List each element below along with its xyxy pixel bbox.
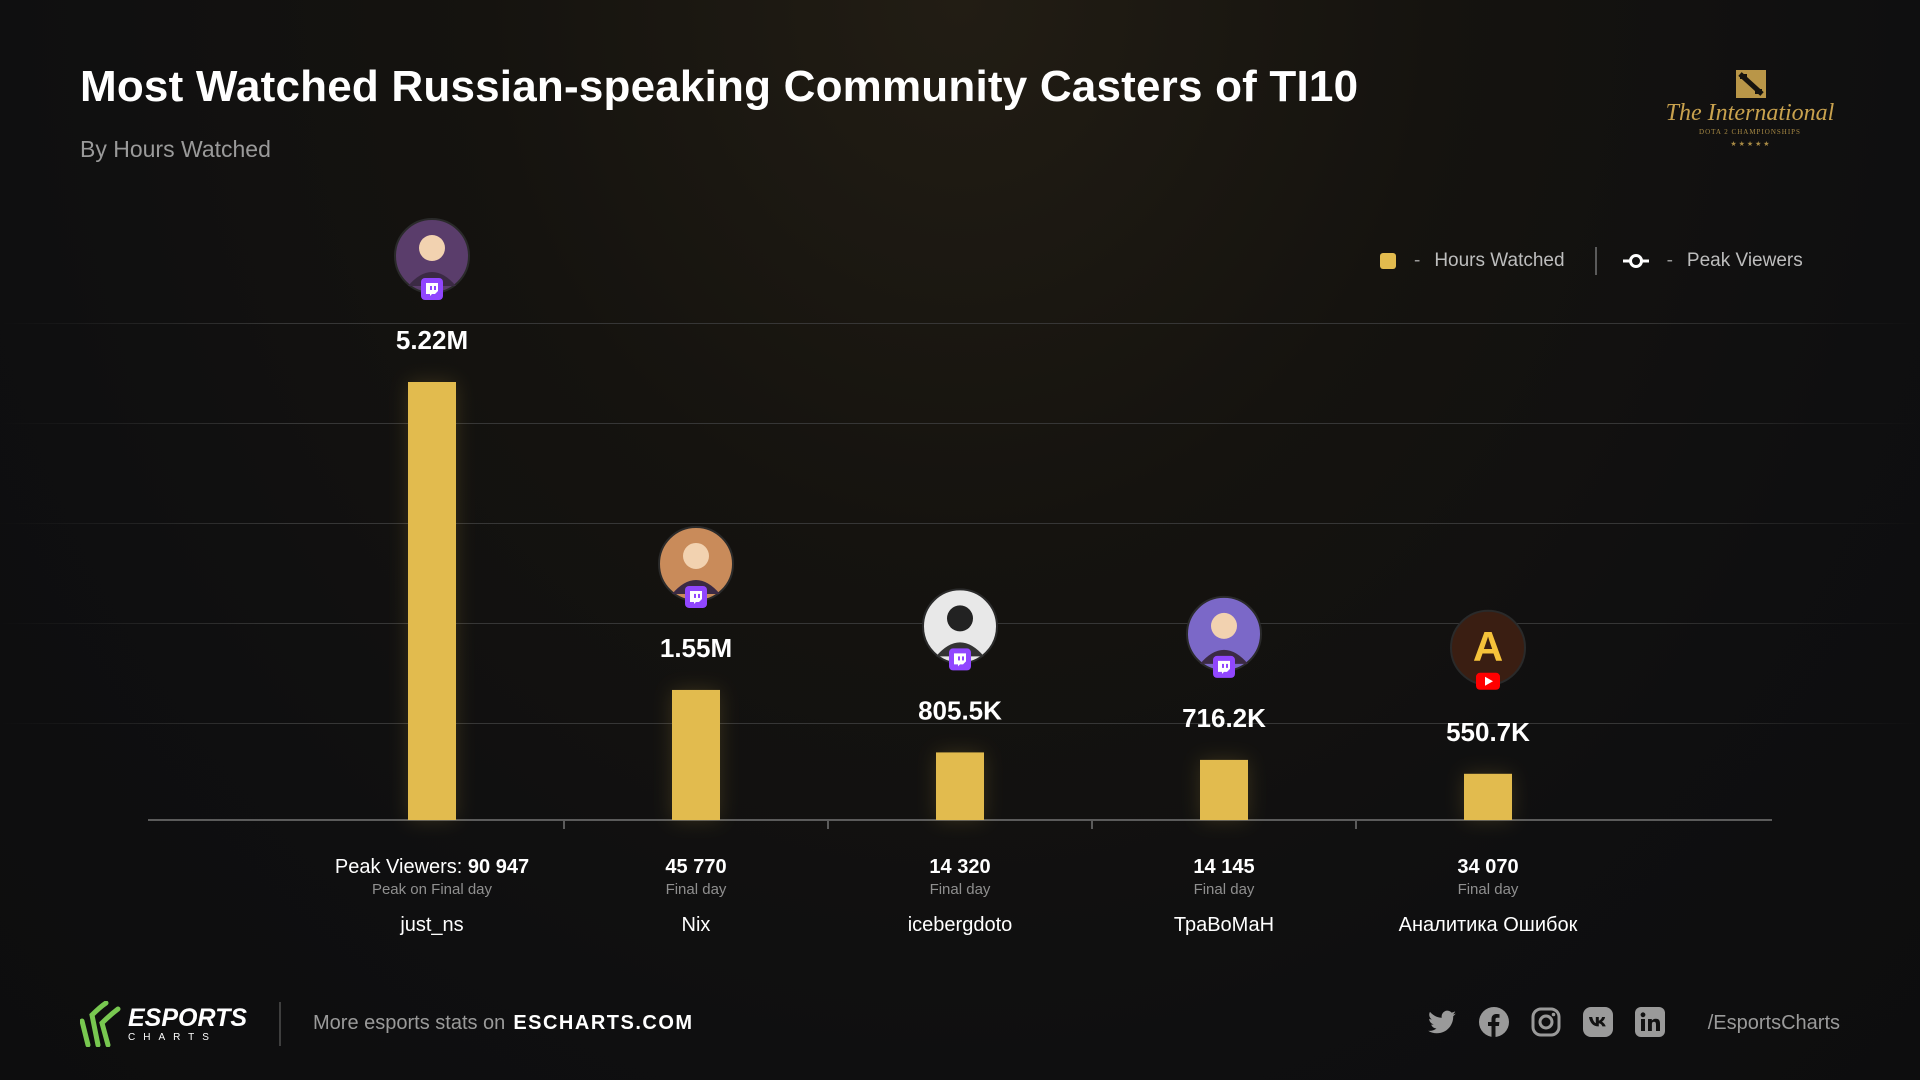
peak-viewers-value: 14 145 (1193, 856, 1254, 878)
brand-sub: CHARTS (128, 1031, 217, 1043)
linkedin-icon[interactable] (1634, 1006, 1666, 1038)
bar-just_ns (408, 382, 456, 820)
vk-icon[interactable] (1582, 1006, 1614, 1038)
peak-note: Peak on Final day (372, 881, 493, 898)
bar-Аналитика Ошибок (1464, 773, 1512, 820)
social-handle[interactable]: /EsportsCharts (1707, 1012, 1840, 1034)
twitter-icon[interactable] (1426, 1006, 1458, 1038)
peak-viewers-value: 45 770 (665, 856, 726, 878)
peak-viewers-number: 45 770 (665, 856, 726, 878)
social-links (1426, 1006, 1666, 1038)
esports-charts-mark-icon (80, 1001, 121, 1047)
bar-icebergdoto (936, 752, 984, 820)
instagram-icon[interactable] (1530, 1006, 1562, 1038)
avatar-head (947, 605, 973, 632)
facebook-icon[interactable] (1478, 1006, 1510, 1038)
ti-logo-title: The International (1666, 100, 1835, 126)
caster-avatar: A (1450, 609, 1526, 686)
the-international-logo: The International DOTA 2 CHAMPIONSHIPS ★… (1666, 70, 1835, 148)
avatar-head (683, 542, 709, 569)
category-label: ТраВоМаН (1174, 914, 1274, 936)
avatar-head (419, 235, 445, 261)
peak-note: Final day (930, 881, 991, 898)
bar-ТраВоМаН (1200, 759, 1248, 820)
value-label: 1.55M (660, 633, 732, 663)
value-label: 5.22M (396, 325, 468, 355)
value-label: 716.2K (1182, 703, 1266, 733)
legend-hours-swatch (1380, 253, 1396, 269)
peak-note: Final day (1458, 881, 1519, 898)
category-label: Nix (682, 914, 711, 936)
youtube-icon (1476, 672, 1500, 690)
bar-Nix (672, 689, 720, 820)
page-title: Most Watched Russian-speaking Community … (80, 62, 1359, 111)
page-subtitle: By Hours Watched (80, 136, 271, 162)
bar-chart: 5.22M Peak Viewers: 90 947 Peak on Final d… (0, 218, 1920, 936)
category-label: Аналитика Ошибок (1399, 914, 1578, 936)
peak-viewers-number: 14 320 (929, 856, 990, 878)
gridline-2 (0, 423, 1920, 424)
twitch-icon (1213, 655, 1235, 678)
gridline-5 (0, 723, 1920, 724)
avatar-head (1211, 612, 1237, 639)
site-link[interactable]: ESCHARTS.COM (513, 1012, 694, 1034)
legend-hours-label: Hours Watched (1434, 250, 1565, 271)
value-label: 550.7K (1446, 717, 1530, 747)
ti-logo-subtitle: DOTA 2 CHAMPIONSHIPS (1699, 128, 1801, 136)
svg-text:★ ★ ★ ★ ★: ★ ★ ★ ★ ★ (1730, 140, 1769, 148)
twitch-icon (685, 585, 707, 608)
value-label: 805.5K (918, 695, 1002, 725)
avatar-letter: A (1473, 623, 1503, 670)
caster-avatar (1186, 595, 1262, 672)
legend-separator (1594, 247, 1597, 275)
gridline-1 (0, 323, 1920, 324)
peak-viewers-number: 34 070 (1457, 856, 1518, 878)
peak-note: Final day (1194, 881, 1255, 898)
peak-viewers-number: 90 947 (468, 856, 529, 878)
peak-viewers-value: 34 070 (1457, 856, 1518, 878)
esports-charts-logo: ESPORTS CHARTS (80, 1000, 247, 1048)
peak-viewers-marker-icon (1622, 254, 1649, 268)
chart-legend: - Hours Watched - Peak Viewers (1380, 246, 1803, 276)
twitch-icon (421, 278, 443, 300)
gridline-3 (0, 523, 1920, 524)
category-label: icebergdoto (908, 914, 1013, 936)
footer-separator (279, 1002, 281, 1046)
peak-viewers-value: 14 320 (929, 856, 990, 878)
legend-peak-label: Peak Viewers (1686, 250, 1803, 271)
peak-viewers-number: 14 145 (1193, 856, 1254, 878)
footer-more-stats: More esports stats on ESCHARTS.COM (313, 1012, 694, 1034)
brand-name: ESPORTS (128, 1003, 248, 1032)
peak-note: Final day (666, 881, 727, 898)
category-label: just_ns (399, 914, 463, 936)
twitch-icon (949, 648, 971, 671)
peak-viewers-value: Peak Viewers: 90 947 (335, 856, 529, 878)
peak-viewers-prefix: Peak Viewers: (335, 856, 468, 878)
